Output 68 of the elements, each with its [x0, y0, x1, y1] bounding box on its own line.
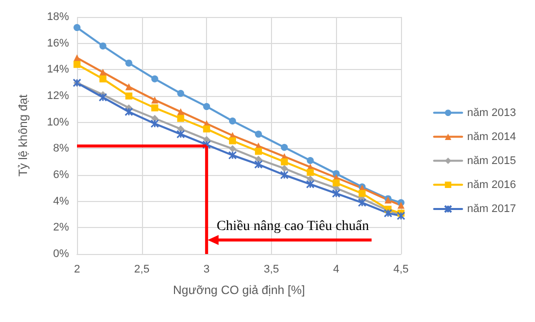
point	[306, 157, 314, 164]
point	[202, 140, 211, 149]
point	[176, 130, 185, 138]
legend-label: năm 2017	[467, 203, 516, 215]
y-tick-label: 0%	[53, 248, 70, 260]
x-tick-label: 3	[204, 264, 210, 276]
point	[332, 189, 340, 198]
point	[254, 160, 263, 169]
y-tick-label: 4%	[53, 195, 70, 208]
y-tick-label: 10%	[46, 116, 70, 128]
point	[306, 168, 314, 176]
legend-label: năm 2016	[467, 178, 516, 191]
point	[228, 151, 237, 160]
y-axis-title: Tỷ lệ không đạt	[16, 94, 30, 177]
point	[229, 118, 236, 125]
point	[125, 60, 132, 67]
point	[332, 179, 340, 186]
point	[358, 190, 366, 197]
point	[99, 75, 106, 82]
point	[229, 137, 236, 144]
y-tick-label: 8%	[53, 142, 70, 155]
point	[384, 208, 392, 218]
point	[358, 198, 366, 207]
x-tick-label: 4	[333, 264, 340, 276]
point	[124, 108, 134, 116]
point	[151, 96, 158, 104]
point	[177, 108, 184, 116]
y-tick-label: 6%	[53, 169, 70, 181]
point	[254, 148, 262, 155]
y-tick-label: 18%	[46, 11, 70, 23]
point	[151, 104, 158, 112]
point	[150, 119, 160, 128]
x-tick-label: 4,5	[393, 264, 409, 276]
point	[280, 170, 289, 180]
point	[99, 68, 106, 76]
x-tick-label: 2,5	[134, 264, 150, 276]
point	[254, 130, 262, 138]
point	[177, 114, 184, 122]
point	[203, 103, 210, 110]
point	[280, 144, 288, 151]
annotation: Chiều nâng cao Tiêu chuẩn	[216, 219, 370, 234]
point	[177, 90, 184, 97]
point	[125, 83, 132, 90]
point	[306, 180, 315, 188]
y-tick-label: 2%	[53, 222, 70, 234]
point	[98, 93, 108, 102]
point	[398, 202, 404, 209]
point	[74, 60, 80, 68]
legend-label: năm 2015	[467, 154, 516, 167]
point	[151, 75, 158, 82]
y-tick-label: 14%	[46, 64, 70, 76]
legend-label: năm 2014	[467, 130, 516, 143]
point	[280, 158, 288, 166]
point	[229, 145, 236, 152]
point	[254, 156, 262, 163]
point	[203, 125, 210, 132]
legend-label: năm 2013	[467, 106, 516, 119]
point	[280, 164, 288, 172]
point	[177, 125, 184, 132]
point	[99, 42, 106, 50]
point	[74, 24, 80, 32]
y-tick-label: 16%	[46, 37, 70, 50]
x-axis-title: Ngưỡng CO giả định [%]	[173, 283, 305, 297]
x-tick-label: 3,5	[264, 264, 280, 276]
point	[125, 92, 132, 100]
x-tick-label: 2	[74, 264, 80, 276]
point	[203, 136, 210, 143]
y-tick-label: 12%	[46, 90, 70, 102]
